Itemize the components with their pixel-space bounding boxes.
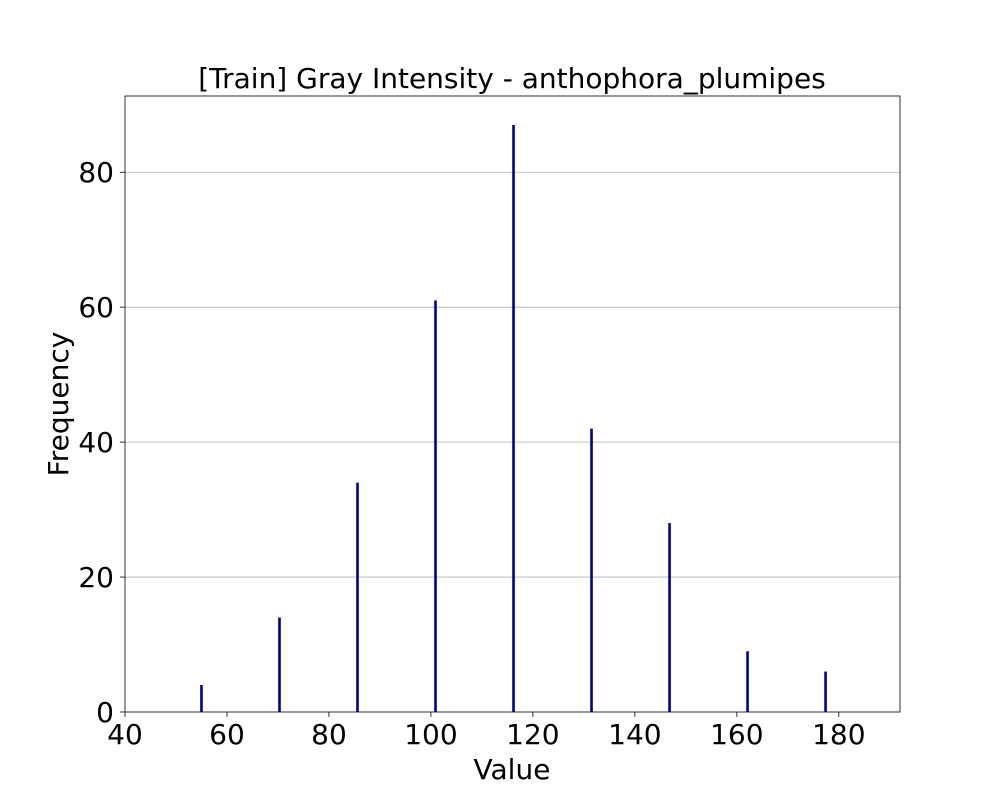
x-axis-ticks: 40 60 80 100 120 140 160 180	[107, 712, 866, 751]
plot-frame	[124, 95, 901, 713]
bar-5	[590, 428, 593, 712]
x-axis-label: Value	[474, 753, 551, 786]
x-tick-label-60: 60	[209, 718, 245, 751]
x-tick-label-160: 160	[710, 718, 763, 751]
bar-2	[356, 482, 359, 712]
x-tick-label-100: 100	[404, 718, 457, 751]
x-tick-label-140: 140	[608, 718, 661, 751]
bar-7	[746, 651, 749, 712]
x-tick-label-80: 80	[311, 718, 347, 751]
y-tick-label-60: 60	[78, 291, 114, 324]
bar-6	[668, 523, 671, 712]
bar-4	[512, 125, 515, 713]
y-axis-label: Frequency	[42, 332, 75, 477]
bar-8	[824, 671, 827, 712]
y-tick-label-20: 20	[78, 561, 114, 594]
bar-0	[200, 685, 203, 712]
bars	[200, 125, 827, 713]
y-tick-label-80: 80	[78, 156, 114, 189]
x-tick-label-40: 40	[107, 718, 143, 751]
y-tick-label-0: 0	[96, 696, 114, 729]
x-tick-label-120: 120	[506, 718, 559, 751]
y-tick-label-40: 40	[78, 426, 114, 459]
y-axis-ticks: 0 20 40 60 80	[78, 156, 125, 729]
bar-1	[278, 617, 281, 712]
chart-title: [Train] Gray Intensity - anthophora_plum…	[198, 62, 826, 95]
x-tick-label-180: 180	[812, 718, 865, 751]
bar-3	[434, 300, 437, 712]
